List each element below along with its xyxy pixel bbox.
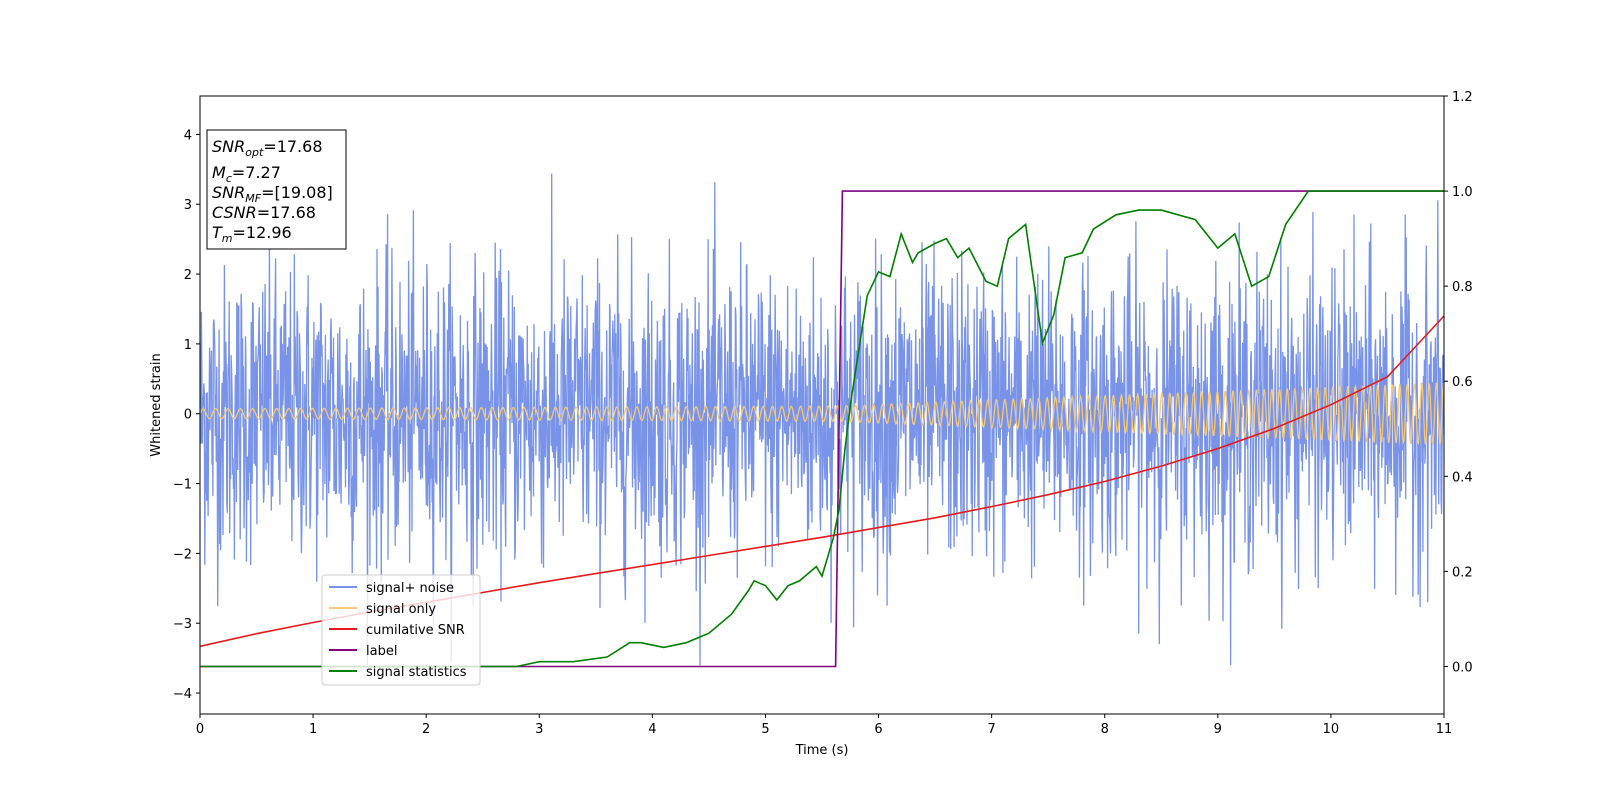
stats-annotation-frame bbox=[206, 129, 347, 250]
y2-tick-label: 0.8 bbox=[1452, 280, 1473, 295]
y2-tick-label: 0.2 bbox=[1452, 565, 1473, 580]
y2-axis: 0.0 0.2 0.4 0.6 0.8 1.0 1.2 bbox=[1444, 90, 1473, 675]
series-line-signal-statistics bbox=[200, 190, 1444, 668]
stats-annotation-line: SNRMF=[19.08] bbox=[212, 183, 333, 205]
x-tick-label: 6 bbox=[874, 722, 882, 737]
y-tick-label: −4 bbox=[173, 687, 192, 702]
legend-label-label: label bbox=[366, 644, 397, 659]
plot-frame bbox=[199, 95, 1445, 715]
y-tick-label: −2 bbox=[173, 547, 192, 562]
series-line-signal-noise bbox=[200, 173, 1444, 666]
x-tick-label: 3 bbox=[535, 722, 543, 737]
y2-tick-label: 0.6 bbox=[1452, 375, 1473, 390]
x-tick-label: 11 bbox=[1436, 722, 1453, 737]
y-tick-label: 3 bbox=[184, 198, 192, 213]
y-axis-label: Whitened strain bbox=[149, 353, 164, 456]
x-tick-label: 10 bbox=[1323, 722, 1340, 737]
x-axis-label: Time (s) bbox=[795, 743, 849, 758]
y2-tick-label: 1.2 bbox=[1452, 90, 1473, 105]
stats-annotation-line: Tm=12.96 bbox=[212, 223, 292, 245]
legend-frame bbox=[321, 574, 481, 686]
stats-annotation-line: CSNR=17.68 bbox=[212, 203, 316, 222]
y-tick-label: 4 bbox=[184, 128, 192, 143]
y-tick-label: 1 bbox=[184, 338, 192, 353]
x-tick-label: 8 bbox=[1101, 722, 1109, 737]
legend-label-cumilative-snr: cumilative SNR bbox=[366, 623, 465, 638]
legend-label-signal-noise: signal+ noise bbox=[366, 581, 454, 596]
y-tick-label: −1 bbox=[173, 478, 192, 493]
x-tick-label: 0 bbox=[196, 722, 204, 737]
x-tick-label: 1 bbox=[309, 722, 317, 737]
x-tick-label: 5 bbox=[761, 722, 769, 737]
y-tick-label: 2 bbox=[184, 268, 192, 283]
x-tick-label: 2 bbox=[422, 722, 430, 737]
series-line-signal-only bbox=[200, 382, 1444, 446]
legend-label-signal-only: signal only bbox=[366, 602, 436, 617]
y-tick-label: 0 bbox=[184, 408, 192, 423]
legend: signal+ noise signal only cumilative SNR la… bbox=[321, 574, 481, 686]
stats-annotation-box: SNRopt=17.68 Mc=7.27SNRMF=[19.08]CSNR=17.… bbox=[206, 129, 347, 250]
x-tick-label: 7 bbox=[987, 722, 995, 737]
x-axis: 0 1 2 3 4 5 6 7 8 9 10 11 bbox=[196, 714, 1452, 737]
y2-tick-label: 0.0 bbox=[1452, 660, 1473, 675]
y2-tick-label: 1.0 bbox=[1452, 185, 1473, 200]
y2-tick-label: 0.4 bbox=[1452, 470, 1473, 485]
y-tick-label: −3 bbox=[173, 617, 192, 632]
stats-annotation-line: Mc=7.27 bbox=[212, 163, 281, 185]
x-tick-label: 4 bbox=[648, 722, 656, 737]
legend-label-signal-statistics: signal statistics bbox=[366, 665, 467, 680]
y-axis: −4 −3 −2 −1 0 1 2 3 4 bbox=[173, 128, 200, 702]
stats-annotation-line: SNRopt=17.68 bbox=[212, 137, 323, 159]
x-tick-label: 9 bbox=[1214, 722, 1222, 737]
